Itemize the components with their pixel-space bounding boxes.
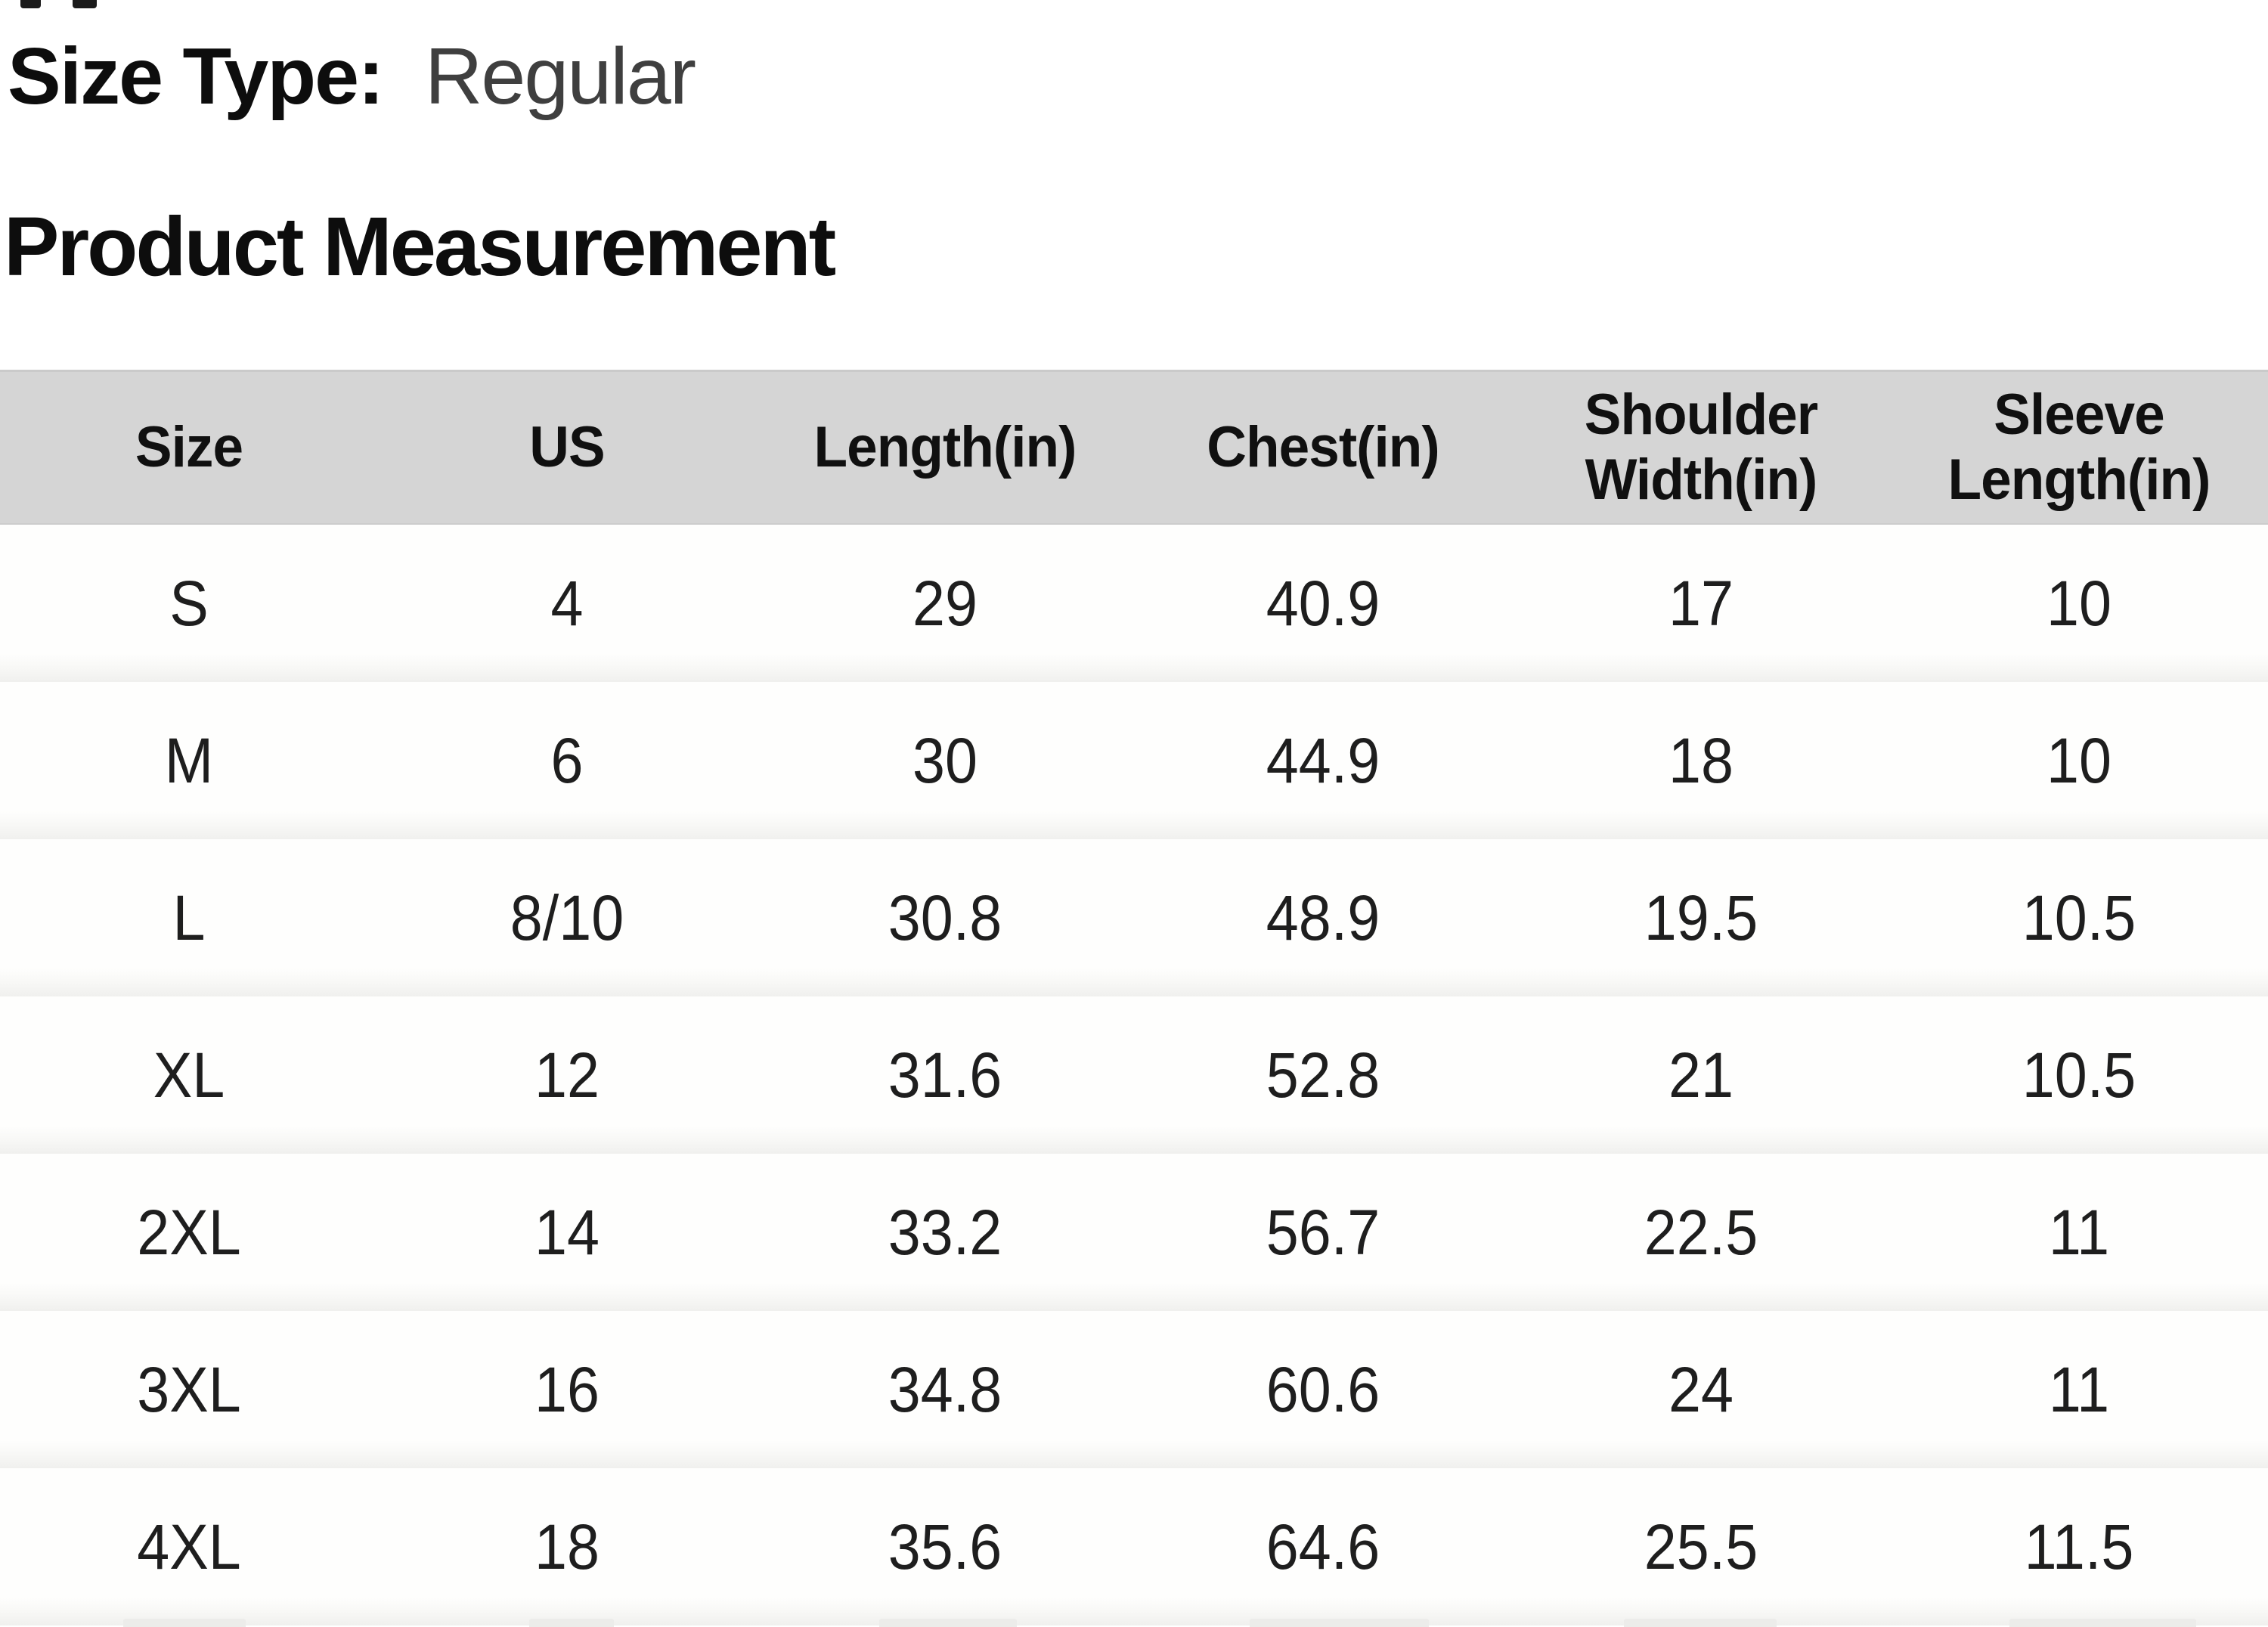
table-cell: 64.6 bbox=[1266, 1511, 1380, 1582]
table-header-row: Size US Length(in) Chest(in) Shoulder Wi… bbox=[0, 370, 2268, 525]
clipped-next-row-ghost bbox=[879, 1619, 1017, 1627]
clipped-next-row-ghost bbox=[529, 1619, 614, 1627]
table-row: 4XL 18 35.6 64.6 25.5 11.5 bbox=[0, 1468, 2268, 1625]
table-cell: 3XL bbox=[137, 1353, 241, 1425]
table-cell: 24 bbox=[1668, 1353, 1734, 1425]
table-cell: 21 bbox=[1668, 1039, 1734, 1111]
table-cell: M bbox=[164, 724, 214, 796]
table-cell: 10 bbox=[2046, 724, 2112, 796]
table-cell: 11 bbox=[2048, 1353, 2110, 1425]
table-cell: 11.5 bbox=[2024, 1511, 2134, 1582]
table-cell: 31.6 bbox=[888, 1039, 1002, 1111]
table-cell: 16 bbox=[534, 1353, 600, 1425]
column-header-shoulder-width: Shoulder Width(in) bbox=[1584, 383, 1818, 512]
column-header-sleeve-length: Sleeve Length(in) bbox=[1947, 383, 2211, 512]
table-cell: 25.5 bbox=[1644, 1511, 1758, 1582]
column-header-length: Length(in) bbox=[813, 415, 1077, 479]
column-header-us: US bbox=[529, 415, 605, 479]
table-cell: 35.6 bbox=[888, 1511, 1002, 1582]
table-cell: 8/10 bbox=[510, 882, 624, 953]
table-cell: 30.8 bbox=[888, 882, 1002, 953]
clipped-next-row-ghost bbox=[2009, 1619, 2196, 1627]
table-cell: 2XL bbox=[137, 1196, 241, 1268]
clipped-previous-content-mark bbox=[20, 0, 41, 8]
table-cell: 10 bbox=[2046, 567, 2112, 639]
clipped-next-row-ghost bbox=[1624, 1619, 1777, 1627]
table-cell: 33.2 bbox=[888, 1196, 1002, 1268]
table-cell: 52.8 bbox=[1266, 1039, 1380, 1111]
table-cell: L bbox=[172, 882, 206, 953]
table-cell: 18 bbox=[1668, 724, 1734, 796]
table-cell: 10.5 bbox=[2022, 882, 2136, 953]
table-cell: 48.9 bbox=[1266, 882, 1380, 953]
size-type-value: Regular bbox=[424, 32, 696, 121]
table-cell: 11 bbox=[2048, 1196, 2110, 1268]
table-cell: 40.9 bbox=[1266, 567, 1380, 639]
size-type-label: Size Type: bbox=[8, 32, 384, 121]
table-cell: 17 bbox=[1668, 567, 1734, 639]
table-cell: 44.9 bbox=[1266, 724, 1380, 796]
size-type-line: Size Type: Regular bbox=[8, 36, 696, 116]
table-cell: 4 bbox=[550, 567, 584, 639]
table-cell: 29 bbox=[912, 567, 978, 639]
table-cell: 14 bbox=[534, 1196, 600, 1268]
table-row: 3XL 16 34.8 60.6 24 11 bbox=[0, 1311, 2268, 1468]
table-cell: 56.7 bbox=[1266, 1196, 1380, 1268]
table-cell: 18 bbox=[534, 1511, 600, 1582]
clipped-next-row-ghost bbox=[123, 1619, 246, 1627]
clipped-next-row-ghost bbox=[1250, 1619, 1429, 1627]
table-row: XL 12 31.6 52.8 21 10.5 bbox=[0, 996, 2268, 1154]
measurement-table: Size US Length(in) Chest(in) Shoulder Wi… bbox=[0, 370, 2268, 1625]
table-row: S 4 29 40.9 17 10 bbox=[0, 525, 2268, 682]
table-row: 2XL 14 33.2 56.7 22.5 11 bbox=[0, 1154, 2268, 1311]
table-cell: S bbox=[169, 567, 209, 639]
table-row: L 8/10 30.8 48.9 19.5 10.5 bbox=[0, 839, 2268, 996]
column-header-size: Size bbox=[135, 415, 243, 479]
table-row: M 6 30 44.9 18 10 bbox=[0, 682, 2268, 839]
table-cell: 6 bbox=[550, 724, 584, 796]
table-cell: XL bbox=[153, 1039, 225, 1111]
table-cell: 19.5 bbox=[1644, 882, 1758, 953]
clipped-previous-content-mark bbox=[73, 0, 97, 8]
table-cell: 30 bbox=[912, 724, 978, 796]
table-cell: 12 bbox=[534, 1039, 600, 1111]
section-title: Product Measurement bbox=[4, 200, 836, 293]
column-header-chest: Chest(in) bbox=[1207, 415, 1439, 479]
table-body: S 4 29 40.9 17 10 M 6 30 44.9 18 10 L 8/10 30.8 48.9 19.… bbox=[0, 525, 2268, 1625]
table-cell: 22.5 bbox=[1644, 1196, 1758, 1268]
table-cell: 60.6 bbox=[1266, 1353, 1380, 1425]
table-cell: 10.5 bbox=[2022, 1039, 2136, 1111]
table-cell: 4XL bbox=[137, 1511, 241, 1582]
table-cell: 34.8 bbox=[888, 1353, 1002, 1425]
